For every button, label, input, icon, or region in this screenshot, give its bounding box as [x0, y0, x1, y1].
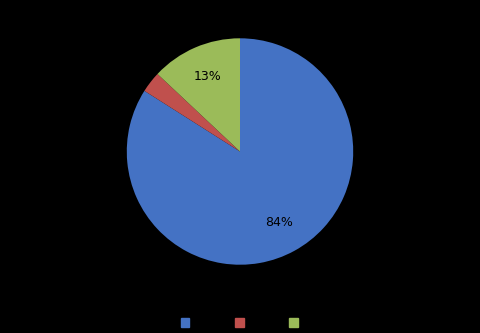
- Wedge shape: [127, 38, 353, 265]
- Text: 84%: 84%: [265, 216, 293, 229]
- Wedge shape: [144, 74, 240, 152]
- Text: 13%: 13%: [194, 70, 221, 83]
- Legend: , , : , ,: [176, 314, 304, 333]
- Wedge shape: [157, 38, 240, 152]
